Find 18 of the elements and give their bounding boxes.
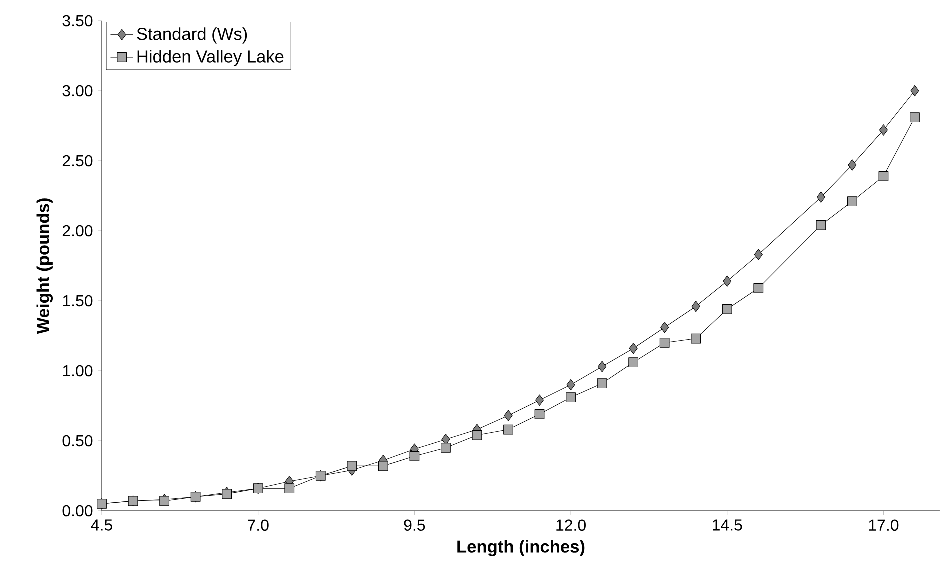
x-tick-label: 12.0 bbox=[556, 520, 586, 532]
y-tick-label: 0.00 bbox=[62, 505, 93, 517]
x-tick-label: 17.0 bbox=[869, 520, 899, 532]
y-tick-label: 0.50 bbox=[62, 435, 93, 447]
y-tick-label: 2.00 bbox=[62, 225, 93, 237]
y-tick-label: 1.50 bbox=[63, 295, 93, 307]
legend-label: Standard (Ws) bbox=[137, 28, 248, 44]
x-tick-label: 4.5 bbox=[91, 520, 112, 531]
y-tick-label: 1.00 bbox=[63, 365, 93, 377]
x-tick-label: 7.0 bbox=[248, 520, 269, 532]
x-tick-label: 9.5 bbox=[404, 520, 426, 532]
y-tick-label: 3.50 bbox=[62, 15, 93, 27]
y-tick-label: 2.50 bbox=[62, 155, 93, 167]
legend-label: Hidden Valley Lake bbox=[138, 50, 284, 66]
x-tick-label: 14.5 bbox=[713, 520, 742, 531]
y-axis-title: Weight (pounds) bbox=[36, 198, 54, 334]
x-axis-title: Length (inches) bbox=[458, 540, 585, 556]
y-tick-label: 3.00 bbox=[62, 85, 93, 97]
